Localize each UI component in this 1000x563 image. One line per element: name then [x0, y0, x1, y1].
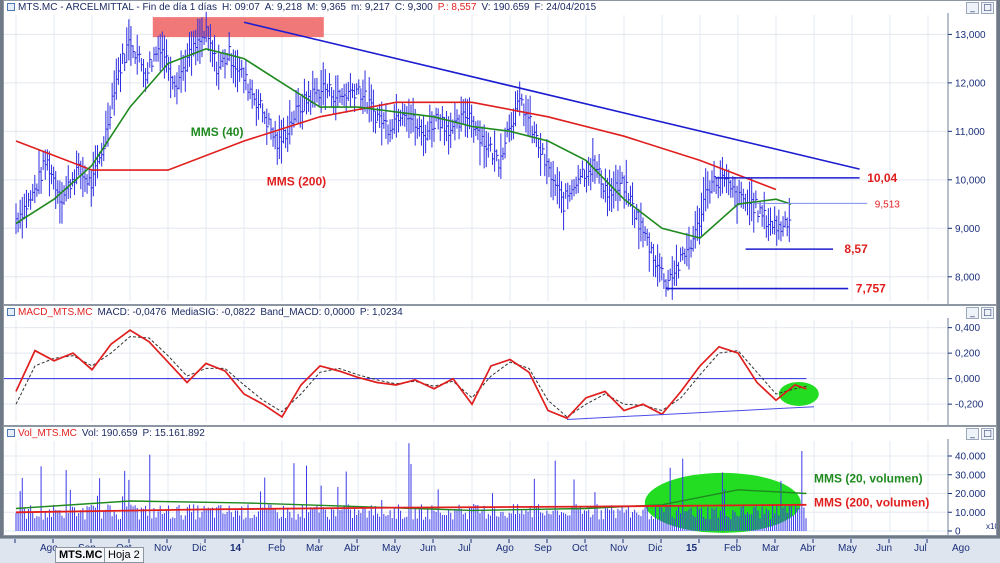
price-tick-label: 9,000 — [955, 224, 980, 235]
time-tick-label: Jun — [876, 543, 892, 554]
vol-mms20-label: MMS (20, volumen) — [814, 471, 923, 485]
time-tick-label: Sep — [534, 543, 552, 554]
time-tick-label: Mar — [762, 543, 780, 554]
time-tick-label: Dic — [648, 543, 662, 554]
price-chart: 13,000 12,000 11,000 10,000 9,000 8,000 MMS (4… — [4, 11, 986, 304]
level-8-57-label: 8,57 — [844, 242, 868, 256]
volume-name: Vol_MTS.MC — [18, 428, 77, 439]
volume-label: V: 190.659 — [481, 2, 530, 13]
panel-menu-icon[interactable] — [7, 3, 15, 12]
macd-chart: 0,400 0,200 0,000 -0,200 — [4, 318, 984, 425]
macd-header: MACD_MTS.MC MACD: -0,0476 MediaSIG: -0,082… — [4, 306, 996, 319]
vol-tick-label: 0 — [955, 527, 961, 536]
open-label: A: 9,218 — [264, 2, 303, 13]
macd-tick-label: 0,400 — [955, 323, 980, 334]
minimize-icon[interactable]: _ — [966, 307, 979, 319]
macd-highlight-ellipse — [778, 381, 819, 406]
macd-tick-label: 0,200 — [955, 349, 980, 360]
time-tick-label: 15 — [686, 543, 698, 554]
low-label: m: 9,217 — [350, 2, 390, 13]
price-tick-label: 10,000 — [955, 175, 986, 186]
time-tick-label: Ago — [496, 543, 514, 554]
level-7-757-label: 7,757 — [856, 282, 886, 296]
vol-unit-label: x100 — [986, 522, 996, 531]
time-tick-label: Abr — [344, 543, 360, 554]
maximize-icon[interactable]: □ — [981, 2, 994, 14]
signal-value: MediaSIG: -0,0822 — [171, 307, 256, 318]
time-tick-label: Abr — [800, 543, 816, 554]
resistance-zone — [152, 17, 324, 38]
macd-tick-label: 0,000 — [955, 374, 980, 385]
previous-label: P.: 8,557 — [437, 2, 477, 13]
maximize-icon[interactable]: □ — [981, 307, 994, 319]
vol-mms200-line — [15, 503, 807, 514]
panel-menu-icon[interactable] — [7, 308, 15, 317]
time-tick-label: Dic — [192, 543, 206, 554]
band-value: Band_MACD: 0,0000 — [260, 307, 355, 318]
close-label: C: 9,300 — [394, 2, 433, 13]
price-tick-label: 13,000 — [955, 30, 986, 41]
tab-sheet-2[interactable]: Hoja 2 — [104, 547, 144, 563]
high-label: M: 9,365 — [307, 2, 346, 13]
downtrend-line — [243, 21, 860, 170]
macd-support-line — [566, 406, 815, 420]
time-tick-label: Feb — [724, 543, 742, 554]
vol-tick-label: 10.000 — [955, 508, 986, 519]
hour-label: H: 09:07 — [221, 2, 260, 13]
mms40-line — [15, 48, 792, 239]
time-tick-label: Nov — [154, 543, 172, 554]
date-label: F: 24/04/2015 — [534, 2, 597, 13]
time-tick-label: Ago — [952, 543, 970, 554]
price-header: MTS.MC - ARCELMITTAL - Fin de día 1 días… — [4, 1, 996, 14]
price-tick-label: 12,000 — [955, 78, 986, 89]
price-panel: MTS.MC - ARCELMITTAL - Fin de día 1 días… — [3, 0, 997, 305]
symbol-label: MTS.MC - ARCELMITTAL - Fin de día 1 días — [18, 2, 217, 13]
level-10-04-label: 10,04 — [867, 171, 897, 185]
macd-value: MACD: -0,0476 — [97, 307, 167, 318]
tab-sheet-1[interactable]: MTS.MC — [55, 547, 107, 563]
time-axis: AgoSepOctNovDic14FebMarAbrMayJunJulAgoSe… — [14, 539, 970, 554]
macd-tick-label: -0,200 — [955, 400, 984, 411]
level-9-513-label: 9,513 — [875, 199, 900, 210]
volume-p-value: P: 15.161.892 — [142, 428, 205, 439]
time-tick-label: May — [838, 543, 857, 554]
macd-name: MACD_MTS.MC — [18, 307, 93, 318]
vol-mms20-line — [15, 489, 807, 512]
time-tick-label: Jul — [914, 543, 927, 554]
vol-mms200-label: MMS (200, volumen) — [814, 496, 929, 510]
time-tick-label: Feb — [268, 543, 286, 554]
minimize-icon[interactable]: _ — [966, 428, 979, 440]
vol-tick-label: 20.000 — [955, 489, 986, 500]
time-tick-label: May — [382, 543, 401, 554]
time-tick-label: Ago — [40, 543, 58, 554]
panel-menu-icon[interactable] — [7, 429, 15, 438]
vol-tick-label: 40.000 — [955, 452, 986, 463]
macd-signal-line — [15, 336, 807, 418]
mms40-label: MMS (40) — [191, 125, 244, 139]
volume-panel: Vol_MTS.MC Vol: 190.659 P: 15.161.892 _ □ … — [3, 426, 997, 536]
time-tick-label: Nov — [610, 543, 628, 554]
macd-line — [15, 329, 807, 420]
time-tick-label: Jun — [420, 543, 436, 554]
time-tick-label: Jul — [458, 543, 471, 554]
time-tick-label: 14 — [230, 543, 242, 554]
mms200-line — [15, 101, 777, 191]
sheet-bar: AgoSepOctNovDic14FebMarAbrMayJunJulAgoSe… — [0, 538, 1000, 563]
volume-chart: 40.000 30.000 20.000 10.000 0 MMS (20, volume… — [4, 439, 996, 536]
time-tick-label: Oct — [572, 543, 588, 554]
maximize-icon[interactable]: □ — [981, 428, 994, 440]
volume-header: Vol_MTS.MC Vol: 190.659 P: 15.161.892 — [4, 427, 996, 440]
mms200-label: MMS (200) — [267, 175, 326, 189]
vol-tick-label: 30.000 — [955, 470, 986, 481]
minimize-icon[interactable]: _ — [966, 2, 979, 14]
macd-panel: MACD_MTS.MC MACD: -0,0476 MediaSIG: -0,082… — [3, 305, 997, 426]
price-tick-label: 11,000 — [955, 127, 985, 138]
price-tick-label: 8,000 — [955, 272, 980, 283]
macd-p-value: P: 1,0234 — [359, 307, 403, 318]
volume-value: Vol: 190.659 — [81, 428, 138, 439]
time-tick-label: Mar — [306, 543, 324, 554]
